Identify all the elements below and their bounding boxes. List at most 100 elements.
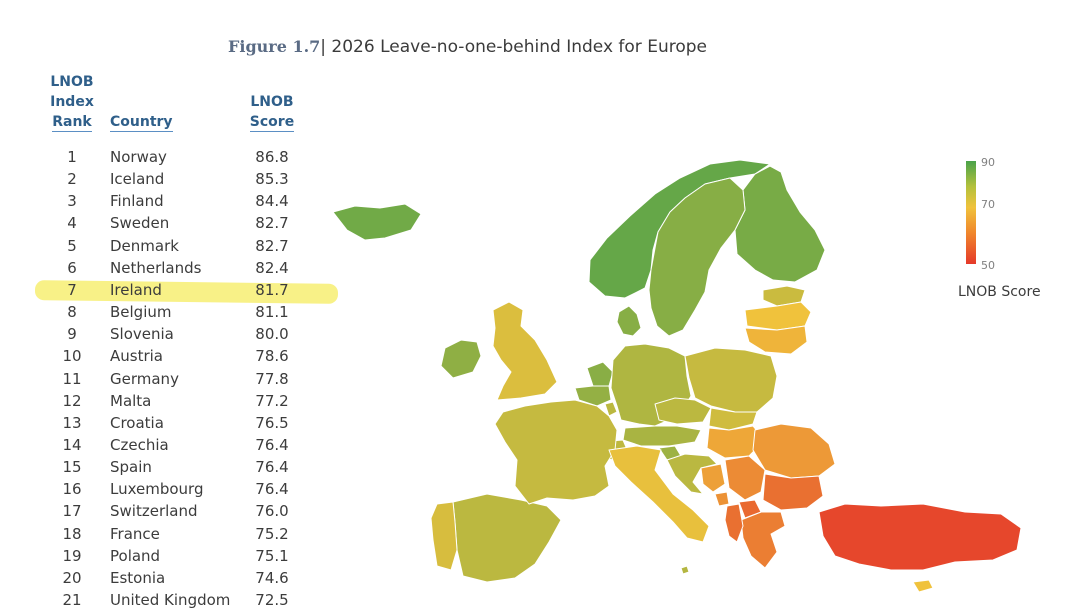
map-region-iceland — [332, 203, 422, 241]
score-cell: 76.5 — [255, 413, 289, 432]
country-cell: Germany — [110, 369, 179, 388]
score-cell: 81.1 — [255, 303, 289, 322]
score-column-header: LNOB Score — [248, 92, 296, 132]
legend-tick-90: 90 — [981, 156, 995, 169]
map-region-france — [494, 399, 618, 505]
legend-title: LNOB Score — [958, 284, 1041, 300]
score-cell: 74.6 — [255, 568, 289, 587]
europe-choropleth-map — [332, 159, 1022, 593]
score-cell: 85.3 — [255, 170, 289, 189]
map-region-serbia — [724, 455, 766, 501]
legend-tick-50: 50 — [981, 259, 995, 272]
map-regions — [332, 159, 1022, 593]
rank-cell: 8 — [67, 303, 77, 322]
score-cell: 86.8 — [255, 148, 289, 166]
rank-header-line-1: LNOB — [50, 74, 94, 90]
rank-cell: 4 — [67, 214, 77, 233]
map-region-denmark — [616, 305, 642, 337]
rank-cell: 1 — [67, 148, 77, 166]
map-region-malta — [680, 565, 690, 575]
map-region-greece — [740, 511, 786, 569]
map-region-bulgaria — [762, 473, 824, 511]
map-region-finland — [734, 165, 826, 283]
rank-cell: 14 — [62, 435, 82, 454]
score-cell: 76.4 — [255, 480, 289, 499]
score-cell: 76.4 — [255, 458, 289, 477]
rank-cell: 2 — [67, 170, 77, 189]
map-region-ireland — [440, 339, 482, 379]
country-cell: Sweden — [110, 214, 170, 233]
map-region-spain — [452, 493, 562, 583]
country-cell: France — [110, 524, 160, 543]
rank-cell: 19 — [62, 546, 82, 565]
map-region-portugal — [430, 501, 458, 571]
score-header-line-2: Score — [249, 114, 295, 132]
rank-cell: 5 — [67, 236, 77, 255]
figure-title: Figure 1.7| 2026 Leave-no-one-behind Ind… — [228, 37, 707, 57]
country-cell: Estonia — [110, 568, 166, 587]
score-cell: 77.2 — [255, 391, 289, 410]
score-cell: 77.8 — [255, 369, 289, 388]
score-cell: 76.4 — [255, 435, 289, 454]
score-cell: 76.0 — [255, 502, 289, 521]
map-region-czechia — [654, 397, 712, 425]
country-cell: Czechia — [110, 435, 169, 454]
score-cell: 82.7 — [255, 214, 289, 233]
map-region-netherlands — [586, 361, 614, 387]
score-cell: 82.4 — [255, 258, 289, 277]
map-region-romania — [752, 423, 836, 479]
country-cell: Finland — [110, 192, 164, 211]
country-cell: United Kingdom — [110, 591, 231, 609]
rank-cell: 6 — [67, 258, 77, 277]
rank-cell: 12 — [62, 391, 82, 410]
rank-column-header: LNOB Index Rank — [48, 72, 96, 132]
country-column-header: Country — [110, 112, 173, 132]
country-cell: Norway — [110, 148, 167, 166]
map-region-montenegro — [714, 491, 730, 507]
rank-cell: 7 — [67, 280, 77, 299]
legend-color-scale — [966, 161, 976, 264]
country-cell: Denmark — [110, 236, 179, 255]
rank-cell: 18 — [62, 524, 82, 543]
map-region-italy — [608, 445, 710, 543]
legend-tick-70: 70 — [981, 198, 995, 211]
map-region-lithuania — [744, 325, 808, 355]
score-cell: 75.2 — [255, 524, 289, 543]
rank-cell: 3 — [67, 192, 77, 211]
country-cell: Poland — [110, 546, 161, 565]
country-cell: Iceland — [110, 170, 165, 189]
map-region-bosnia-and-herzegovina — [700, 463, 726, 493]
country-cell: Slovenia — [110, 325, 174, 344]
map-region-cyprus — [912, 579, 934, 593]
figure-number: Figure 1.7 — [228, 37, 321, 56]
map-region-albania — [724, 503, 744, 543]
map-region-poland — [684, 347, 778, 413]
rank-cell: 15 — [62, 458, 82, 477]
score-cell: 80.0 — [255, 325, 289, 344]
country-cell: Austria — [110, 347, 163, 366]
rank-cell: 17 — [62, 502, 82, 521]
map-region-north-macedonia — [738, 499, 762, 519]
map-region-croatia — [666, 453, 718, 495]
country-cell: Switzerland — [110, 502, 198, 521]
map-region-united-kingdom — [492, 301, 558, 401]
rank-cell: 13 — [62, 413, 82, 432]
country-cell: Ireland — [110, 280, 162, 299]
rank-cell: 21 — [62, 591, 82, 609]
score-cell: 72.5 — [255, 591, 289, 609]
map-region-luxembourg — [604, 401, 618, 417]
map-region-turkey — [818, 503, 1022, 571]
map-region-sweden — [648, 177, 746, 337]
country-cell: Malta — [110, 391, 152, 410]
map-region-slovakia — [708, 407, 758, 431]
country-cell: Spain — [110, 458, 152, 477]
score-cell: 75.1 — [255, 546, 289, 565]
rank-header-line-2: Index — [50, 94, 94, 110]
figure-title-text: 2026 Leave-no-one-behind Index for Europ… — [331, 37, 707, 57]
rank-cell: 11 — [62, 369, 82, 388]
figure-separator: | — [320, 37, 327, 57]
map-region-austria — [622, 425, 702, 447]
country-cell: Luxembourg — [110, 480, 204, 499]
score-cell: 84.4 — [255, 192, 289, 211]
score-cell: 82.7 — [255, 236, 289, 255]
